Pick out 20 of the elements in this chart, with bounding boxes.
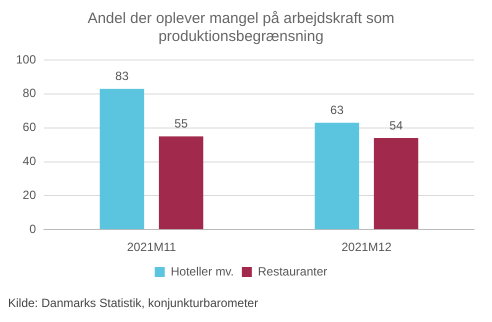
x-tick-label: 2021M12 [341,240,392,254]
chart-title: Andel der oplever mangel på arbejdskraft som produktionsbegrænsning [88,10,394,46]
y-tick-label: 60 [22,120,36,134]
data-label: 83 [115,69,129,84]
text: Kilde: Danmarks Statistik, konjunkturbarometer [8,296,260,310]
bar [374,138,418,230]
legend-label: Restauranter [258,264,328,278]
y-tick-label: 0 [29,222,36,236]
legend-label: Hoteller mv. [170,264,234,278]
x-tick-label: 2021M11 [126,240,176,254]
data-label: 54 [389,118,404,132]
data-label: 55 [174,116,188,131]
y-tick-label: 100 [16,52,36,66]
bar [158,136,204,230]
y-tick-label: 80 [22,86,36,100]
bar [314,122,360,230]
y-tick-label: 40 [22,154,36,168]
bar [100,88,144,230]
y-tick-label: 20 [22,188,36,202]
data-label: 63 [330,103,344,118]
